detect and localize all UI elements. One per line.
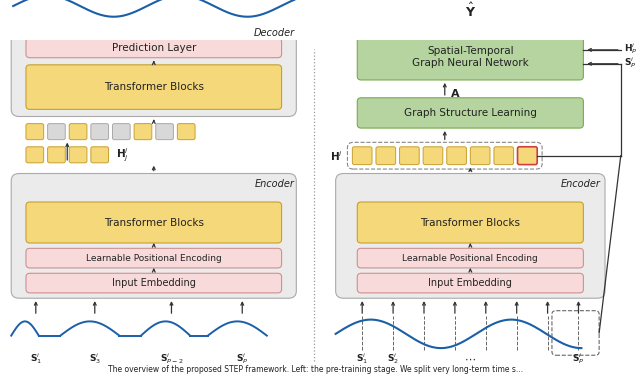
FancyBboxPatch shape	[447, 147, 467, 164]
Text: Graph Structure Learning: Graph Structure Learning	[404, 108, 537, 118]
Text: Transformer Blocks: Transformer Blocks	[104, 217, 204, 228]
FancyBboxPatch shape	[47, 124, 65, 139]
FancyBboxPatch shape	[357, 248, 584, 268]
Text: Input Embedding: Input Embedding	[428, 278, 512, 288]
FancyBboxPatch shape	[357, 34, 584, 80]
FancyBboxPatch shape	[69, 147, 87, 163]
FancyBboxPatch shape	[69, 124, 87, 139]
Text: $\hat{\mathbf{Y}}$: $\hat{\mathbf{Y}}$	[465, 2, 476, 20]
FancyBboxPatch shape	[494, 147, 513, 164]
Text: $\mathbf{S}_2^i$: $\mathbf{S}_2^i$	[387, 351, 399, 366]
Text: Transformer Blocks: Transformer Blocks	[420, 217, 520, 228]
Text: Encoder: Encoder	[561, 179, 601, 189]
FancyBboxPatch shape	[113, 124, 130, 139]
FancyBboxPatch shape	[26, 273, 282, 293]
Text: $\mathbf{S}_P^i$: $\mathbf{S}_P^i$	[624, 56, 636, 70]
Text: Decoder: Decoder	[253, 28, 294, 38]
Text: Learnable Positional Encoding: Learnable Positional Encoding	[403, 254, 538, 263]
Text: $\mathbf{S}_1^i$: $\mathbf{S}_1^i$	[356, 351, 368, 366]
FancyBboxPatch shape	[357, 98, 584, 128]
FancyBboxPatch shape	[26, 248, 282, 268]
Text: $\mathbf{H}_P^i$: $\mathbf{H}_P^i$	[624, 42, 637, 56]
Text: $\mathbf{H}_j^i$: $\mathbf{H}_j^i$	[116, 146, 129, 164]
FancyBboxPatch shape	[12, 174, 296, 298]
FancyBboxPatch shape	[357, 273, 584, 293]
FancyBboxPatch shape	[353, 147, 372, 164]
FancyBboxPatch shape	[47, 147, 65, 163]
Text: $\mathbf{H}^i$: $\mathbf{H}^i$	[330, 149, 342, 163]
Text: Learnable Positional Encoding: Learnable Positional Encoding	[86, 254, 221, 263]
FancyBboxPatch shape	[26, 147, 44, 163]
Text: Transformer Blocks: Transformer Blocks	[104, 82, 204, 92]
FancyBboxPatch shape	[156, 124, 173, 139]
FancyBboxPatch shape	[399, 147, 419, 164]
Text: Encoder: Encoder	[255, 179, 294, 189]
Text: $\mathbf{S}_3^i$: $\mathbf{S}_3^i$	[89, 351, 101, 366]
FancyBboxPatch shape	[335, 174, 605, 298]
Text: $\mathbf{S}_P^i$: $\mathbf{S}_P^i$	[236, 351, 248, 366]
FancyBboxPatch shape	[26, 65, 282, 109]
Text: $\mathbf{S}_1^i$: $\mathbf{S}_1^i$	[30, 351, 42, 366]
FancyBboxPatch shape	[91, 147, 109, 163]
Text: $\cdots$: $\cdots$	[465, 354, 476, 364]
Text: $\mathbf{S}_P^i$: $\mathbf{S}_P^i$	[572, 351, 585, 366]
Text: Input Embedding: Input Embedding	[112, 278, 196, 288]
Text: Prediction Layer: Prediction Layer	[111, 43, 196, 53]
FancyBboxPatch shape	[26, 124, 44, 139]
Text: Spatial-Temporal
Graph Neural Network: Spatial-Temporal Graph Neural Network	[412, 46, 529, 68]
FancyBboxPatch shape	[177, 124, 195, 139]
FancyBboxPatch shape	[12, 22, 296, 116]
FancyBboxPatch shape	[357, 202, 584, 243]
FancyBboxPatch shape	[470, 147, 490, 164]
FancyBboxPatch shape	[26, 202, 282, 243]
FancyBboxPatch shape	[423, 147, 443, 164]
Text: The overview of the proposed STEP framework. Left: the pre-training stage. We sp: The overview of the proposed STEP framew…	[109, 365, 524, 374]
FancyBboxPatch shape	[26, 38, 282, 58]
FancyBboxPatch shape	[134, 124, 152, 139]
FancyBboxPatch shape	[518, 147, 537, 164]
FancyBboxPatch shape	[376, 147, 396, 164]
Text: $\mathbf{A}$: $\mathbf{A}$	[450, 87, 460, 99]
Text: $\mathbf{S}_{P-2}^i$: $\mathbf{S}_{P-2}^i$	[160, 351, 183, 366]
FancyBboxPatch shape	[91, 124, 109, 139]
